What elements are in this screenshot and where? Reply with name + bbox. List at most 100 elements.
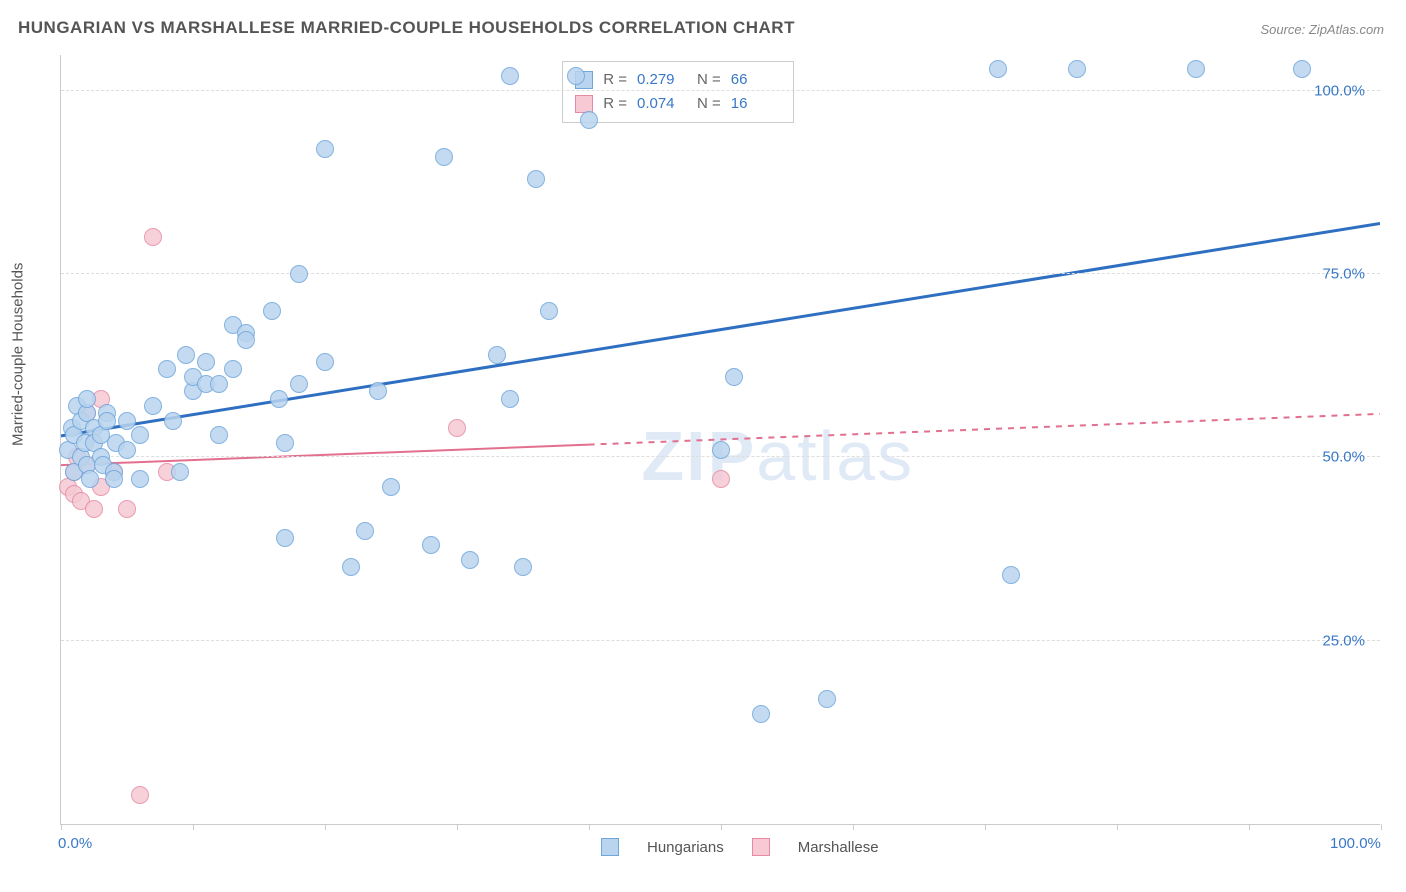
n-value-hungarians: 66	[731, 68, 781, 92]
data-point	[1293, 60, 1311, 78]
data-point	[85, 500, 103, 518]
data-point	[422, 536, 440, 554]
data-point	[501, 390, 519, 408]
data-point	[131, 470, 149, 488]
legend-label-hungarians: Hungarians	[647, 839, 724, 856]
data-point	[263, 302, 281, 320]
y-tick-label: 100.0%	[1314, 82, 1365, 99]
data-point	[818, 690, 836, 708]
r-value-hungarians: 0.279	[637, 68, 687, 92]
data-point	[276, 434, 294, 452]
x-tick	[193, 824, 194, 830]
x-tick	[589, 824, 590, 830]
data-point	[527, 170, 545, 188]
n-label: N =	[697, 92, 721, 116]
gridline	[61, 273, 1380, 274]
data-point	[448, 419, 466, 437]
y-axis-label: Married-couple Households	[10, 263, 27, 446]
data-point	[144, 397, 162, 415]
x-tick	[1249, 824, 1250, 830]
data-point	[461, 551, 479, 569]
y-tick-label: 25.0%	[1322, 632, 1365, 649]
data-point	[224, 360, 242, 378]
data-point	[725, 368, 743, 386]
data-point	[131, 786, 149, 804]
stats-row-marshallese: R = 0.074 N = 16	[575, 92, 781, 116]
legend-swatch-hungarians	[601, 838, 619, 856]
trend-line	[61, 445, 589, 466]
x-tick-label-right: 100.0%	[1330, 835, 1381, 852]
data-point	[105, 470, 123, 488]
data-point	[712, 441, 730, 459]
data-point	[712, 470, 730, 488]
y-tick-label: 50.0%	[1322, 449, 1365, 466]
data-point	[177, 346, 195, 364]
data-point	[580, 111, 598, 129]
legend-bottom: Hungarians Marshallese	[601, 838, 879, 856]
data-point	[435, 148, 453, 166]
data-point	[369, 382, 387, 400]
x-tick	[457, 824, 458, 830]
data-point	[237, 331, 255, 349]
trend-lines-svg	[61, 55, 1380, 824]
x-tick	[1381, 824, 1382, 830]
data-point	[210, 426, 228, 444]
data-point	[144, 228, 162, 246]
x-tick	[1117, 824, 1118, 830]
data-point	[290, 375, 308, 393]
x-tick	[985, 824, 986, 830]
data-point	[171, 463, 189, 481]
x-tick	[721, 824, 722, 830]
x-tick-label-left: 0.0%	[58, 835, 92, 852]
data-point	[210, 375, 228, 393]
legend-label-marshallese: Marshallese	[798, 839, 879, 856]
data-point	[752, 705, 770, 723]
data-point	[98, 412, 116, 430]
stats-row-hungarians: R = 0.279 N = 66	[575, 68, 781, 92]
data-point	[514, 558, 532, 576]
gridline	[61, 90, 1380, 91]
data-point	[118, 500, 136, 518]
data-point	[164, 412, 182, 430]
data-point	[540, 302, 558, 320]
data-point	[290, 265, 308, 283]
data-point	[1187, 60, 1205, 78]
source-text: Source: ZipAtlas.com	[1260, 22, 1384, 37]
data-point	[1068, 60, 1086, 78]
trend-line	[589, 414, 1380, 445]
data-point	[567, 67, 585, 85]
y-tick-label: 75.0%	[1322, 266, 1365, 283]
gridline	[61, 640, 1380, 641]
legend-swatch-marshallese	[752, 838, 770, 856]
stats-box: R = 0.279 N = 66 R = 0.074 N = 16	[562, 61, 794, 123]
data-point	[270, 390, 288, 408]
data-point	[197, 353, 215, 371]
n-value-marshallese: 16	[731, 92, 781, 116]
data-point	[118, 412, 136, 430]
x-tick	[853, 824, 854, 830]
data-point	[78, 390, 96, 408]
data-point	[488, 346, 506, 364]
x-tick	[61, 824, 62, 830]
chart-title: HUNGARIAN VS MARSHALLESE MARRIED-COUPLE …	[18, 18, 795, 38]
r-value-marshallese: 0.074	[637, 92, 687, 116]
r-label: R =	[603, 92, 627, 116]
r-label: R =	[603, 68, 627, 92]
data-point	[342, 558, 360, 576]
data-point	[501, 67, 519, 85]
trend-line	[61, 223, 1380, 435]
n-label: N =	[697, 68, 721, 92]
data-point	[989, 60, 1007, 78]
data-point	[131, 426, 149, 444]
x-tick	[325, 824, 326, 830]
data-point	[158, 360, 176, 378]
data-point	[316, 140, 334, 158]
data-point	[356, 522, 374, 540]
data-point	[81, 470, 99, 488]
data-point	[316, 353, 334, 371]
data-point	[382, 478, 400, 496]
plot-area: ZIPatlas R = 0.279 N = 66 R = 0.074 N = …	[60, 55, 1380, 825]
data-point	[276, 529, 294, 547]
data-point	[1002, 566, 1020, 584]
data-point	[118, 441, 136, 459]
